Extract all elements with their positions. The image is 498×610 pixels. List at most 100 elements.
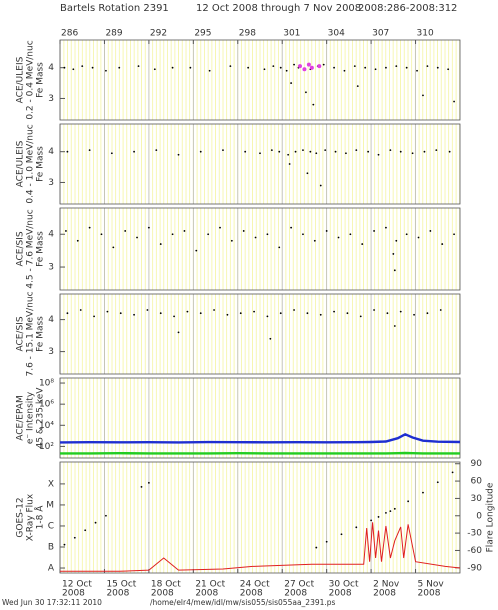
data-point (373, 230, 375, 232)
data-point (208, 69, 211, 72)
data-point (322, 63, 325, 66)
data-point (72, 68, 75, 71)
data-point (385, 226, 387, 229)
y-axis-label: 1-8 Å (34, 505, 46, 530)
y-tick-label: 10⁶ (39, 400, 54, 410)
data-point (137, 65, 140, 68)
data-point (81, 65, 84, 68)
data-point (177, 153, 180, 156)
data-point (374, 68, 377, 71)
y-axis-label: 7.6 - 15.1 MeV/nuc (26, 291, 36, 376)
data-point (254, 236, 257, 239)
data-point (393, 269, 396, 272)
y-axis-label: ACE/ULEIS (16, 140, 26, 187)
y2-axis-label: Flare Longitude (486, 482, 496, 552)
data-point (370, 519, 373, 522)
data-point (293, 309, 295, 311)
data-point (94, 521, 97, 524)
data-point (147, 226, 150, 229)
data-point (290, 226, 293, 229)
y2-tick-label: -30 (467, 529, 482, 539)
data-point (199, 150, 202, 153)
data-point (389, 149, 392, 152)
data-point (290, 82, 293, 84)
y-tick-label: 10² (39, 442, 54, 452)
x2-tick-label: 304 (328, 29, 345, 39)
x-tick-label: 24 Oct (240, 580, 270, 590)
data-point (353, 65, 356, 68)
data-point (343, 69, 346, 72)
panel-frame (59, 377, 461, 459)
data-point (355, 149, 358, 152)
data-line (59, 432, 461, 444)
data-point (285, 69, 288, 72)
panel-frame (59, 293, 461, 375)
panel-frame (59, 461, 461, 574)
plot-area (59, 432, 461, 455)
data-point (317, 64, 322, 69)
data-point (84, 529, 87, 532)
data-point (259, 152, 261, 155)
data-point (345, 152, 347, 155)
x2-tick-label: 298 (239, 29, 256, 39)
data-point (367, 150, 370, 153)
data-point (173, 315, 175, 318)
data-point (100, 233, 103, 236)
data-point (266, 233, 269, 236)
panel-frame (59, 123, 461, 205)
date-range: 12 Oct 2008 through 7 Nov 2008 (196, 3, 361, 14)
data-point (65, 230, 67, 232)
y-tick-label: 3 (48, 178, 54, 188)
data-point (319, 313, 322, 316)
data-point (269, 337, 272, 340)
data-point (263, 68, 266, 71)
y-tick-label: 3 (48, 263, 54, 273)
data-point (417, 236, 420, 239)
y-tick-label: M (46, 500, 54, 510)
rotation: Bartels Rotation 2391 (60, 3, 169, 14)
data-point (333, 310, 335, 313)
data-point (340, 533, 343, 536)
data-point (288, 163, 291, 165)
data-point (93, 315, 95, 318)
x-tick-year: 2008 (329, 589, 352, 599)
data-point (244, 150, 247, 153)
x2-tick-label: 286 (61, 29, 78, 39)
data-point (413, 313, 415, 316)
plot-area (66, 149, 451, 187)
data-point (88, 149, 91, 152)
data-point (377, 516, 380, 518)
data-point (405, 66, 408, 69)
x-tick-label: 18 Oct (151, 580, 181, 590)
data-point (315, 152, 318, 155)
data-point (325, 540, 328, 543)
x-tick-year: 2008 (373, 589, 396, 599)
plot-area (60, 471, 461, 572)
data-point (333, 66, 335, 69)
y-tick-label: C (48, 521, 54, 531)
data-point (426, 65, 429, 68)
data-point (302, 67, 307, 72)
y-axis-label: 0.4 - 1.0 MeV/nuc (26, 124, 36, 203)
data-point (253, 310, 255, 313)
data-point (119, 312, 122, 315)
data-point (177, 331, 180, 334)
data-point (356, 85, 359, 88)
data-point (230, 239, 233, 242)
data-point (312, 103, 315, 106)
data-point (183, 230, 186, 232)
x2-tick-label: 307 (372, 29, 389, 39)
y-axis-label: e⁻ Intensity (26, 391, 36, 444)
data-point (186, 310, 189, 313)
y-axis-label: Fe Mass (36, 62, 46, 98)
data-point (159, 312, 162, 315)
data-point (106, 310, 109, 313)
plot-area (66, 309, 442, 340)
data-point (325, 230, 328, 232)
data-point (399, 310, 402, 313)
data-point (395, 65, 398, 68)
data-point (385, 66, 387, 69)
data-point (319, 184, 322, 187)
plot-area (65, 226, 455, 272)
y-axis-label: 4.5 - 7.6 MeV/nuc (26, 209, 36, 288)
